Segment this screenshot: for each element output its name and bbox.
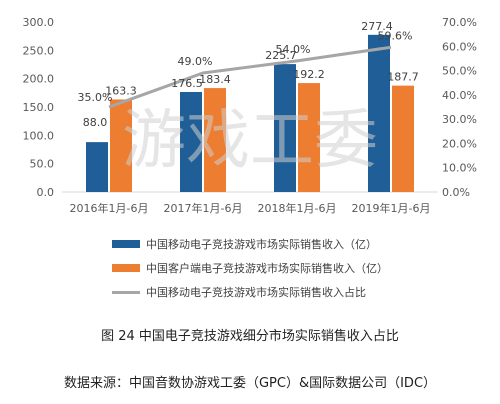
y2-tick-label: 60.0% [442,40,477,53]
x-tick-label: 2019年1月-6月 [352,201,431,215]
legend-swatch-client [112,264,140,272]
data-label-ratio: 49.0% [178,55,213,68]
x-tick-label: 2017年1月-6月 [164,201,243,215]
legend-label-mobile: 中国移动电子竞技游戏市场实际销售收入（亿） [146,238,377,251]
y2-tick-label: 30.0% [442,113,477,126]
bar [110,99,132,192]
sales-chart: 0.0 50.0 100.0 150.0 200.0 250.0 300.0 0.0% 10.… [23,16,477,215]
bars [86,34,414,192]
data-label-mobile: 88.0 [83,116,108,129]
y-tick-label: 250.0 [23,44,55,57]
bar [368,34,390,192]
data-label-client: 192.2 [293,68,325,81]
x-tick-label: 2018年1月-6月 [258,201,337,215]
data-label-mobile: 176.5 [171,77,203,90]
legend-item-mobile: 中国移动电子竞技游戏市场实际销售收入（亿） [112,232,388,256]
legend-swatch-mobile [112,240,140,248]
legend-swatch-ratio [112,290,140,294]
y2-tick-label: 0.0% [442,186,470,199]
y2-tick-label: 50.0% [442,65,477,78]
y-tick-label: 100.0 [23,129,55,142]
data-label-mobile: 225.7 [265,49,297,62]
data-source: 数据来源：中国音数协游戏工委（GPC）&国际数据公司（IDC） [63,376,437,391]
right-axis-ticks: 0.0% 10.0% 20.0% 30.0% 40.0% 50.0% 60.0% 70.0% [442,16,477,199]
data-label-ratio: 35.0% [78,91,113,104]
left-axis-ticks: 0.0 50.0 100.0 150.0 200.0 250.0 300.0 [23,16,55,199]
y2-tick-label: 10.0% [442,162,477,175]
data-labels: 88.0 176.5 225.7 277.4 163.3 183.4 192.2 187.7 3… [78,20,419,129]
legend-label-client: 中国客户端电子竞技游戏市场实际销售收入（亿） [146,262,388,275]
bar [298,83,320,192]
bar [392,85,414,192]
y-tick-label: 50.0 [30,158,55,171]
x-tick-label: 2016年1月-6月 [70,201,149,215]
y2-tick-label: 70.0% [442,16,477,29]
watermark: 游戏工委 [122,104,378,178]
x-axis-ticks: 2016年1月-6月 2017年1月-6月 2018年1月-6月 2019年1月-6月 [70,201,431,215]
bar [204,88,226,192]
y-tick-label: 150.0 [23,101,55,114]
y2-tick-label: 40.0% [442,89,477,102]
bar [180,91,202,192]
legend-item-client: 中国客户端电子竞技游戏市场实际销售收入（亿） [112,256,388,280]
y-tick-label: 300.0 [23,16,55,29]
data-label-client: 163.3 [105,84,137,97]
legend-item-ratio: 中国移动电子竞技游戏市场实际销售收入占比 [112,280,388,304]
y2-tick-label: 20.0% [442,137,477,150]
y-tick-label: 200.0 [23,73,55,86]
legend-label-ratio: 中国移动电子竞技游戏市场实际销售收入占比 [146,286,366,299]
bar [274,64,296,192]
ratio-line [108,45,392,109]
figure-caption: 图 24 中国电子竞技游戏细分市场实际销售收入占比 [101,329,399,344]
data-label-mobile: 277.4 [361,20,393,33]
bar [86,142,108,192]
y-tick-label: 0.0 [37,186,55,199]
data-label-client: 183.4 [199,73,231,86]
ratio-line-path [108,45,392,109]
data-label-client: 187.7 [387,71,419,84]
data-label-ratio: 54.0% [276,43,311,56]
data-label-ratio: 59.6% [378,29,413,42]
legend: 中国移动电子竞技游戏市场实际销售收入（亿） 中国客户端电子竞技游戏市场实际销售收… [112,232,388,304]
